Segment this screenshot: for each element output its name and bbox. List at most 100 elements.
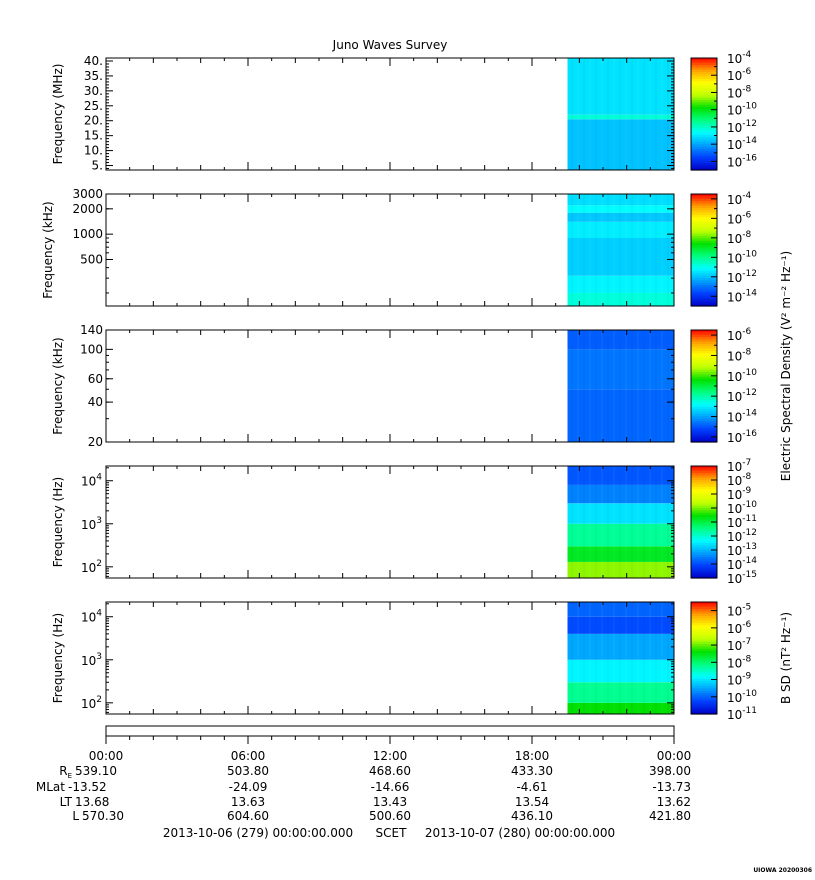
colorbar-segment [691, 245, 717, 249]
panel-1: 40.35.30.25.20.15.10.5. Frequency (MHz) 10… [51, 50, 757, 173]
colorbar-segment [691, 683, 717, 687]
colorbar-segment [691, 510, 717, 514]
colorbar-segment [691, 76, 717, 80]
colorbar-segment [691, 144, 717, 148]
ephemeris-value: -4.61 [516, 780, 547, 794]
ephemeris-value: 468.60 [369, 764, 411, 778]
colorbar-segment [691, 132, 717, 136]
y-axis-label: Frequency (Hz) [51, 613, 65, 704]
colorbar-segment [691, 83, 717, 87]
colorbar-segment [691, 163, 717, 166]
time-strip: 00:00 06:00 12:00 18:00 00:00 [89, 725, 691, 763]
ephemeris-value: 421.80 [649, 809, 691, 823]
colorbar-segment [691, 602, 717, 605]
y-tick-label: 1000 [72, 227, 103, 241]
colorbar-tick-label: 10-8 [727, 347, 752, 363]
colorbar-segment [691, 362, 717, 366]
colorbar-segment [691, 552, 717, 556]
colorbar-segment [691, 109, 717, 113]
colorbar-segment [691, 404, 717, 408]
colorbar-tick-label: 10-4 [727, 191, 752, 207]
x-tick-label: 18:00 [515, 749, 550, 763]
colorbar-segment [691, 372, 717, 375]
colorbar-4: 10-710-810-910-1010-1110-1210-1310-1410-… [690, 458, 757, 586]
colorbar-segment [691, 67, 717, 71]
colorbar-segment [691, 334, 717, 338]
colorbar-segment [691, 554, 717, 558]
colorbar-segment [691, 522, 717, 525]
spectrogram-texture [567, 194, 674, 306]
colorbar-segment [691, 432, 717, 436]
colorbar-segment [691, 700, 717, 703]
colorbar-segment [691, 280, 717, 284]
colorbar-segment [691, 383, 717, 387]
ephemeris-row: L 570.30 604.60 500.60 436.10 421.80 [72, 809, 691, 823]
colorbar-segment [691, 289, 717, 293]
colorbar-tick-label: 10-16 [727, 429, 757, 445]
ephemeris-value: 13.68 [75, 795, 109, 809]
colorbar-segment [691, 498, 717, 502]
colorbar-segment [691, 435, 717, 438]
colorbar-segment [691, 409, 717, 413]
colorbar-segment [691, 353, 717, 357]
colorbar-segment [691, 702, 717, 706]
colorbar-segment [691, 339, 717, 343]
colorbar-segment [691, 414, 717, 417]
ephemeris-label: MLat [36, 780, 65, 794]
colorbar-frame [690, 57, 718, 171]
colorbar-segment [691, 296, 717, 300]
colorbar-segment [691, 655, 717, 659]
colorbar-segment [691, 613, 717, 617]
colorbar-segment [691, 261, 717, 265]
colorbar-segment [691, 167, 717, 171]
colorbar-segment [691, 648, 717, 652]
colorbar-segment [691, 360, 717, 364]
colorbar-segment [691, 665, 717, 668]
colorbar-segment [691, 536, 717, 539]
colorbar-segment [691, 475, 717, 479]
colorbar-segment [691, 367, 717, 371]
colorbar-segment [691, 292, 717, 295]
colorbar-segment [691, 681, 717, 685]
colorbar-segment [691, 573, 717, 577]
colorbar-segment [691, 238, 717, 242]
colorbar-segment [691, 259, 717, 263]
colorbar-segment [691, 215, 717, 218]
colorbar-segment [691, 278, 717, 281]
colorbar-segment [691, 243, 717, 246]
colorbar-segment [691, 142, 717, 145]
colorbar-tick-label: 10-7 [727, 637, 751, 653]
panel-3: 140 100 60 40 20 Frequency (kHz) 10-6 10-8 10-10… [51, 323, 757, 449]
colorbar-segment [691, 224, 717, 228]
colorbar-segment [691, 146, 717, 150]
colorbar-segment [691, 65, 717, 68]
y-tick-label: 500 [80, 252, 103, 266]
y-tick-label: 25. [84, 99, 103, 113]
spectrogram-texture [567, 602, 674, 714]
colorbar-segment [691, 348, 717, 352]
colorbar-segment [691, 428, 717, 431]
colorbar-segment [691, 158, 717, 162]
colorbar-segment [691, 247, 717, 251]
colorbar-segment [691, 480, 717, 483]
colorbar-segment [691, 397, 717, 401]
colorbar-segment [691, 369, 717, 373]
colorbar-segment [691, 294, 717, 298]
colorbar-segment [691, 273, 717, 277]
colorbar-tick-label: 10-5 [727, 603, 751, 619]
colorbar-tick-label: 10-12 [727, 269, 757, 285]
colorbar-tick-label: 10-9 [727, 672, 752, 688]
colorbar-segment [691, 153, 717, 157]
colorbar-segment [691, 709, 717, 713]
colorbar-segment [691, 477, 717, 481]
ephemeris-value: 13.54 [515, 795, 549, 809]
colorbar-segment [691, 344, 717, 347]
colorbar-segment [691, 669, 717, 673]
colorbar-tick-label: 10-8 [727, 472, 752, 488]
colorbar-segment [691, 346, 717, 350]
colorbar-segment [691, 102, 717, 106]
colorbar-tick-label: 10-14 [727, 556, 757, 572]
colorbar-segment [691, 540, 717, 544]
y-tick-label: 20. [84, 114, 103, 128]
y-axis-label: Frequency (kHz) [51, 337, 65, 434]
